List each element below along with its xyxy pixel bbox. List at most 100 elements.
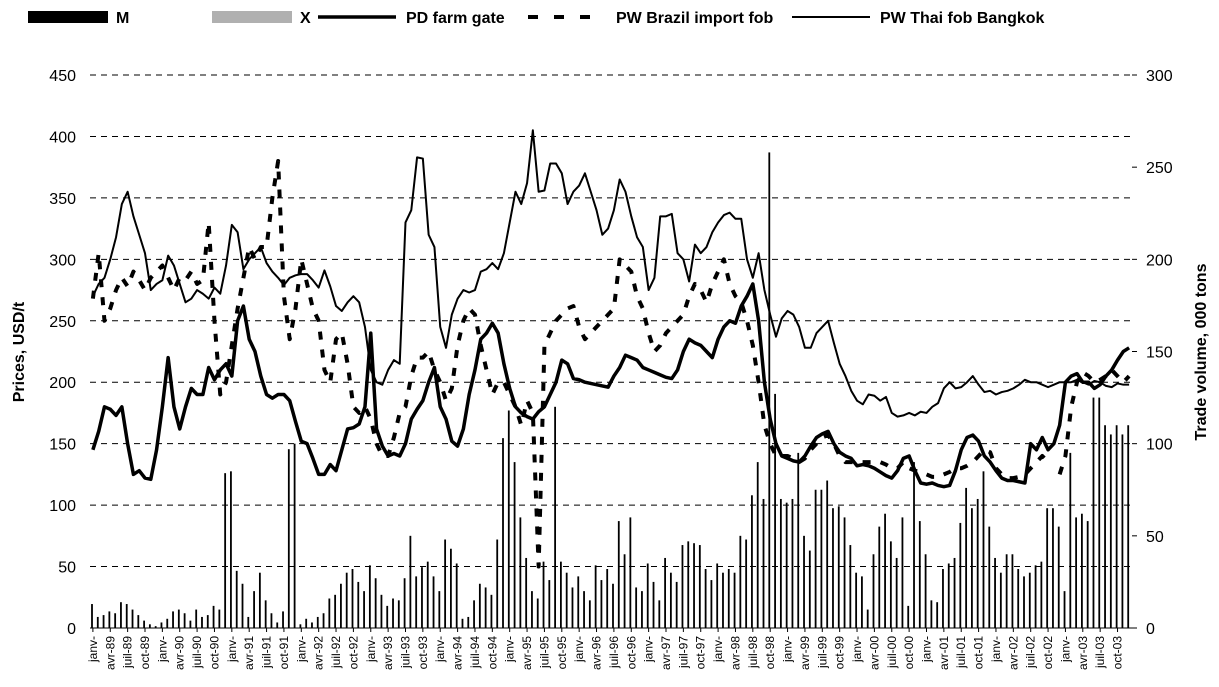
x-tick-label: juil-89 [121,636,135,669]
x-tick-label: janv- [155,636,169,663]
bar [617,521,620,628]
bar [201,616,203,628]
y-tick-label: 0 [67,621,76,638]
x-tick-label: oct-98 [763,636,777,670]
bar [594,565,597,628]
legend-swatch [28,11,108,23]
bar [976,498,979,628]
bar [942,569,944,628]
bar [311,622,313,628]
x-tick-label: janv- [850,636,864,663]
bar [351,569,354,628]
bar [959,522,962,628]
x-tick-label: juil-03 [1093,636,1107,669]
bar [160,622,163,628]
bar [571,587,574,628]
x-tick-label: janv- [711,636,725,663]
bar [322,613,325,628]
bar [450,548,452,628]
bar [363,591,365,628]
bar [924,554,927,628]
bar [403,578,406,628]
y2-axis-title: Trade volume, 000 tons [1193,263,1210,440]
bar [583,591,585,628]
x-tick-label: oct-01 [972,636,986,670]
x-tick-label: juil-93 [398,636,412,669]
bar [473,600,475,628]
bar [270,613,273,628]
bar [328,598,331,628]
x-tick-label: avr-99 [798,636,812,670]
bar [918,521,921,628]
bar [600,580,603,628]
bar [565,572,568,628]
bar [797,452,800,628]
bar [843,517,846,628]
bar [687,541,690,628]
bar [1063,591,1066,628]
bar [1023,576,1025,628]
x-tick-label: juil-96 [607,636,621,669]
x-tick-label: oct-89 [138,636,152,670]
bar [421,567,423,628]
bar [953,557,956,628]
legend-label: PW Thai fob Bangkok [880,10,1045,27]
bar [982,471,985,628]
y2-tick-label: 200 [1146,252,1173,269]
y-tick-label: 300 [49,252,76,269]
bar [258,572,261,628]
bar [994,557,996,628]
bar [727,569,730,628]
bar [166,618,169,628]
x-tick-label: oct-00 [902,636,916,670]
bar [1052,508,1054,628]
bar [577,576,580,628]
bar [681,545,684,628]
legend-swatch [212,11,292,23]
bar [1121,434,1124,628]
bar [901,517,904,628]
bar [1046,508,1049,628]
bar [137,615,140,628]
x-tick-label: juil-90 [190,636,204,669]
bar [808,550,811,628]
bar [415,576,418,628]
bar [779,498,782,628]
bar [206,615,209,628]
bar [409,535,412,628]
bar [826,480,829,628]
x-tick-label: juil-99 [815,636,829,669]
bar [756,462,759,628]
bar [785,502,788,628]
bar [467,616,470,628]
x-tick-label: avr-93 [381,636,395,670]
bar [751,495,753,628]
bar [1028,572,1031,628]
bar [426,561,429,628]
x-tick-label: juil-95 [537,636,551,669]
bar [803,535,805,628]
bar [646,563,649,628]
x-tick-label: avr-90 [173,636,187,670]
y2-tick-label: 300 [1146,68,1173,85]
bar [525,557,528,628]
bar [380,594,383,628]
x-tick-label: oct-95 [555,636,569,670]
bar [1057,526,1060,628]
bar [612,583,614,628]
y-tick-label: 50 [58,560,76,577]
line-series [91,129,1130,418]
y-tick-label: 350 [49,191,76,208]
bar [345,572,348,628]
bar [461,618,464,628]
bar [623,554,626,628]
y-tick-label: 150 [49,437,76,454]
bar [143,620,145,628]
bar [548,580,551,628]
bar [154,626,157,628]
y2-tick-label: 0 [1146,621,1155,638]
bar [531,591,533,628]
x-tick-label: janv- [919,636,933,663]
x-tick-label: janv- [294,636,308,663]
